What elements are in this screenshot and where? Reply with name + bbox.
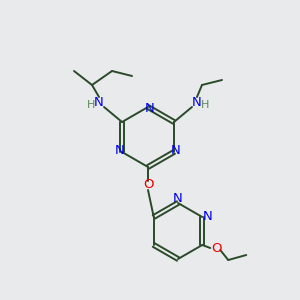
Text: O: O	[143, 178, 153, 191]
Text: N: N	[202, 209, 212, 223]
Text: N: N	[94, 97, 104, 110]
Text: N: N	[171, 145, 181, 158]
Text: O: O	[211, 242, 221, 254]
Text: N: N	[173, 193, 183, 206]
Text: H: H	[201, 100, 209, 110]
Text: H: H	[87, 100, 95, 110]
Text: N: N	[192, 97, 202, 110]
Text: N: N	[115, 145, 125, 158]
Text: N: N	[145, 101, 155, 115]
